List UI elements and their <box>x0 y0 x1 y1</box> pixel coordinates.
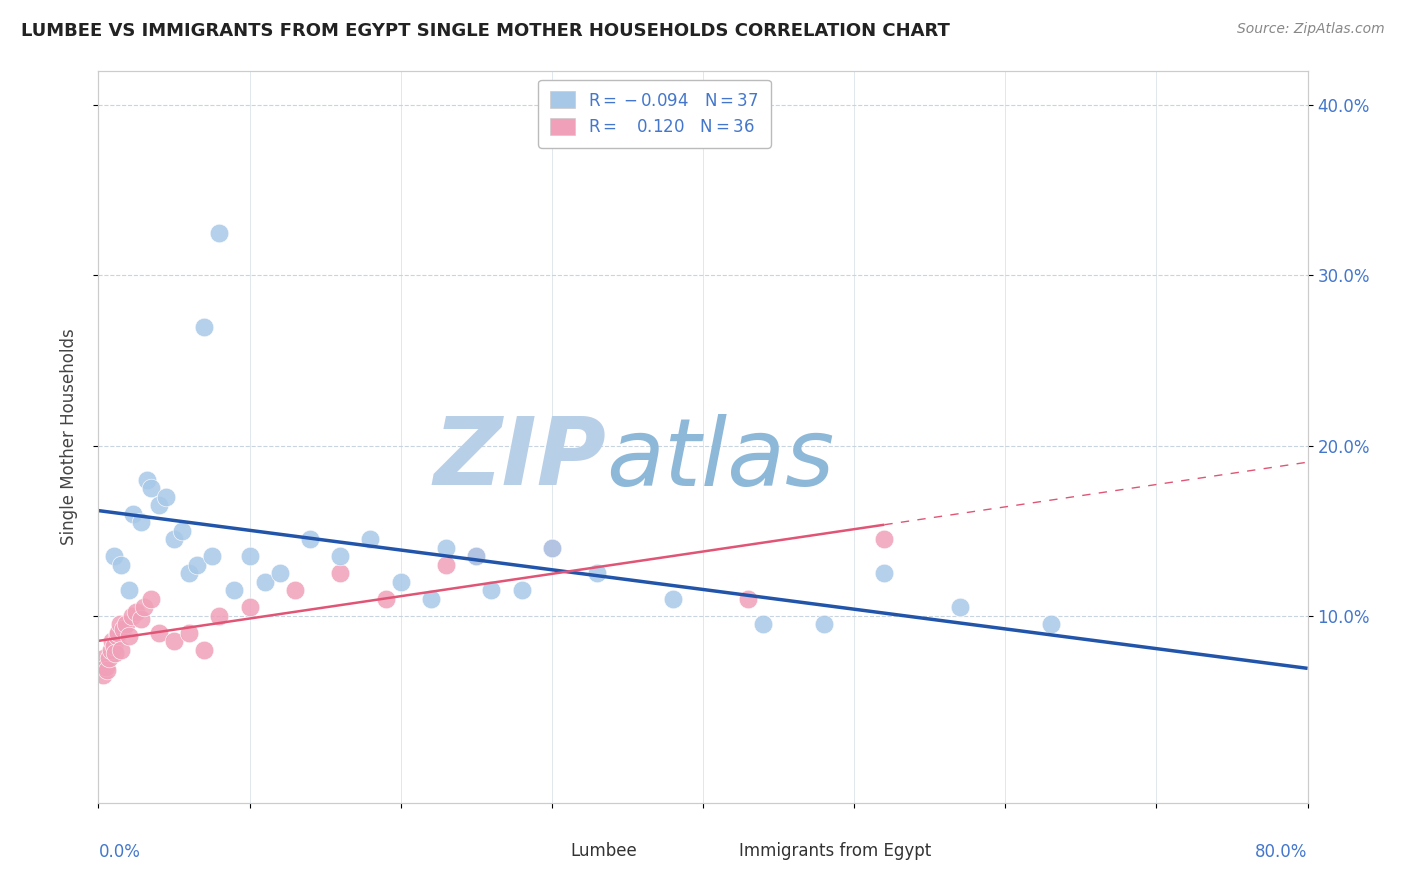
Point <box>108 617 131 632</box>
Point <box>299 532 322 546</box>
Point <box>132 600 155 615</box>
Point <box>186 558 208 572</box>
Point <box>110 642 132 657</box>
Point <box>105 629 128 643</box>
Point <box>813 617 835 632</box>
Point <box>96 663 118 677</box>
Point <box>148 625 170 640</box>
Point <box>510 583 533 598</box>
Point <box>253 574 276 589</box>
Text: Source: ZipAtlas.com: Source: ZipAtlas.com <box>1237 22 1385 37</box>
Point <box>586 566 609 581</box>
Text: LUMBEE VS IMMIGRANTS FROM EGYPT SINGLE MOTHER HOUSEHOLDS CORRELATION CHART: LUMBEE VS IMMIGRANTS FROM EGYPT SINGLE M… <box>21 22 950 40</box>
Point <box>269 566 291 581</box>
Point <box>329 549 352 563</box>
Point <box>239 549 262 563</box>
Point <box>873 566 896 581</box>
Point <box>540 541 562 555</box>
Point <box>101 634 124 648</box>
Point <box>737 591 759 606</box>
Point <box>170 524 193 538</box>
Point <box>179 625 201 640</box>
Point <box>420 591 443 606</box>
Point <box>148 498 170 512</box>
Point <box>104 646 127 660</box>
Point <box>98 651 121 665</box>
Point <box>163 634 186 648</box>
Point <box>114 617 136 632</box>
Point <box>284 583 307 598</box>
Point <box>329 566 352 581</box>
Point <box>179 566 201 581</box>
Point <box>465 549 488 563</box>
Point <box>107 625 129 640</box>
Text: ZIP: ZIP <box>433 413 606 505</box>
Point <box>118 583 141 598</box>
Point <box>122 507 145 521</box>
Text: Immigrants from Egypt: Immigrants from Egypt <box>740 842 932 860</box>
Y-axis label: Single Mother Households: Single Mother Households <box>59 329 77 545</box>
Point <box>374 591 396 606</box>
Point <box>949 600 972 615</box>
Point <box>103 640 125 654</box>
FancyBboxPatch shape <box>531 839 565 863</box>
Point <box>434 541 457 555</box>
Point <box>91 668 114 682</box>
Point <box>90 659 112 673</box>
Point <box>208 226 231 240</box>
Point <box>389 574 412 589</box>
Legend: $\mathregular{R = -0.094 \quad N = 37}$, $\mathregular{R = \ \ \ 0.120 \quad N =: $\mathregular{R = -0.094 \quad N = 37}$,… <box>538 79 770 148</box>
Point <box>129 612 152 626</box>
Point <box>100 642 122 657</box>
Point <box>141 591 163 606</box>
Point <box>118 629 141 643</box>
Point <box>208 608 231 623</box>
Point <box>752 617 775 632</box>
Text: 80.0%: 80.0% <box>1256 843 1308 861</box>
Point <box>110 558 132 572</box>
Point <box>481 583 503 598</box>
Point <box>125 605 148 619</box>
Point <box>360 532 382 546</box>
Point <box>540 541 562 555</box>
Point <box>465 549 488 563</box>
Point <box>193 319 215 334</box>
Point <box>239 600 262 615</box>
Point <box>121 608 143 623</box>
Point <box>141 481 163 495</box>
Point <box>873 532 896 546</box>
Point <box>224 583 246 598</box>
Text: atlas: atlas <box>606 414 835 505</box>
FancyBboxPatch shape <box>700 839 734 863</box>
Point <box>129 515 152 529</box>
Point <box>1039 617 1062 632</box>
Point <box>155 490 177 504</box>
Point <box>93 651 115 665</box>
Point <box>103 549 125 563</box>
Point <box>201 549 224 563</box>
Point <box>661 591 683 606</box>
Point <box>193 642 215 657</box>
Point <box>135 473 157 487</box>
Text: Lumbee: Lumbee <box>569 842 637 860</box>
Point <box>111 622 134 636</box>
Point <box>94 659 117 673</box>
Point <box>434 558 457 572</box>
Point <box>163 532 186 546</box>
Text: 0.0%: 0.0% <box>98 843 141 861</box>
